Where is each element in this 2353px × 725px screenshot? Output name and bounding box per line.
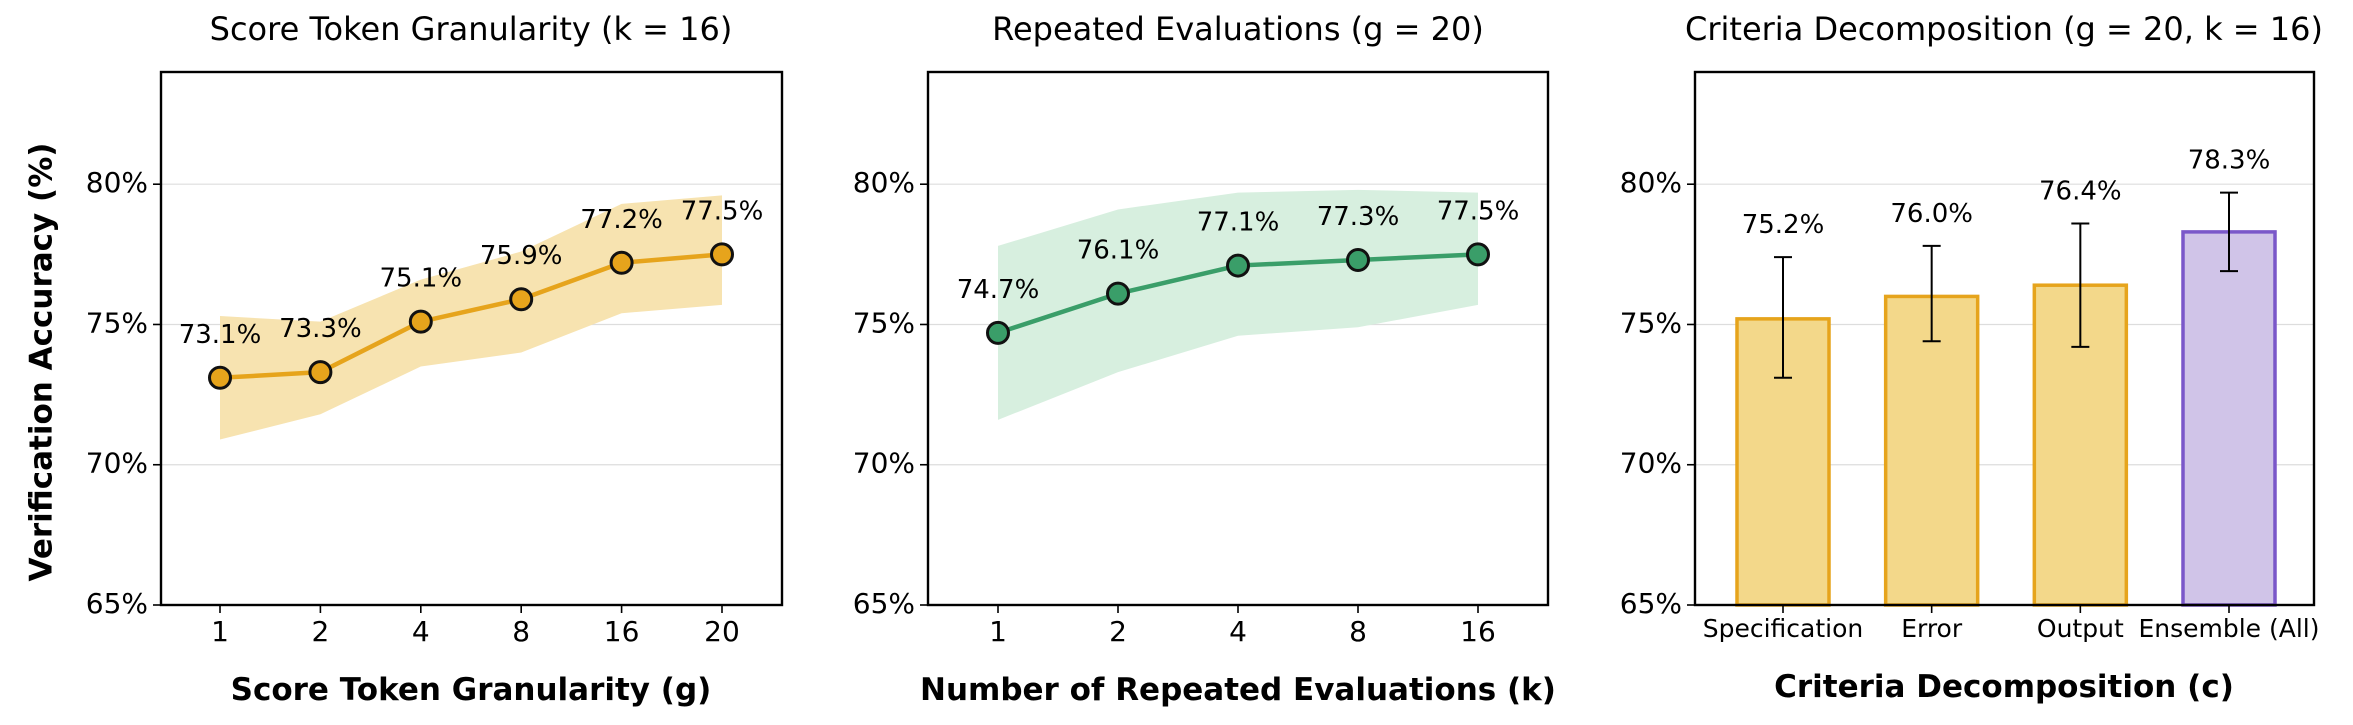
y-tick-label: 65%	[853, 587, 915, 620]
panel-granularity: Score Token Granularity (k = 16) Score T…	[86, 10, 784, 708]
y-tick-label: 65%	[86, 587, 148, 620]
axes-frame	[1693, 70, 2316, 607]
data-point	[1346, 247, 1370, 272]
panel-title: Repeated Evaluations (g = 20)	[992, 10, 1484, 48]
bar	[1883, 294, 1980, 607]
y-tick-label: 75%	[86, 306, 148, 339]
x-tick-label: Error	[1901, 614, 1963, 643]
data-point	[710, 242, 734, 267]
data-point	[1106, 281, 1130, 306]
axes-frame	[926, 70, 1550, 607]
panel-criteria-decomposition: Criteria Decomposition (g = 20, k = 16) …	[1620, 10, 2323, 705]
data-label: 77.2%	[580, 205, 663, 235]
x-tick-label: 2	[311, 615, 329, 648]
y-tick-label: 70%	[1620, 447, 1682, 480]
data-label: 76.0%	[1890, 199, 1973, 229]
series-line	[219, 252, 723, 381]
x-axis-label: Criteria Decomposition (c)	[1774, 669, 2234, 705]
data-label: 77.5%	[681, 196, 764, 226]
panel-title: Criteria Decomposition (g = 20, k = 16)	[1685, 10, 2323, 48]
y-tick-label: 65%	[1620, 587, 1682, 620]
y-tick-label: 75%	[1620, 306, 1682, 339]
y-tick-label: 70%	[853, 447, 915, 480]
x-tick-label: 20	[704, 615, 740, 648]
bar	[2181, 230, 2277, 607]
data-label: 77.5%	[1437, 196, 1520, 226]
data-label: 77.3%	[1317, 202, 1400, 232]
y-tick-label: 80%	[86, 166, 148, 199]
panel-title: Score Token Granularity (k = 16)	[210, 10, 733, 48]
data-point	[1466, 242, 1490, 267]
data-label: 73.1%	[179, 320, 262, 350]
x-tick-label: 1	[989, 615, 1007, 648]
data-point	[308, 360, 333, 385]
y-axis-label: Verification Accuracy (%)	[24, 143, 60, 582]
x-tick-label: 4	[1229, 615, 1247, 648]
x-tick-label: 8	[1349, 615, 1367, 648]
confidence-band	[998, 189, 1478, 420]
y-tick-label: 75%	[853, 306, 915, 339]
x-tick-label: 1	[211, 615, 229, 648]
axes-frame	[159, 70, 784, 607]
confidence-band	[220, 195, 722, 440]
data-label: 76.4%	[2039, 176, 2122, 206]
y-tick-label: 70%	[86, 447, 148, 480]
data-label: 77.1%	[1197, 208, 1280, 238]
data-label: 73.3%	[279, 314, 362, 344]
x-axis-label: Number of Repeated Evaluations (k)	[920, 672, 1556, 708]
y-tick-label: 80%	[1620, 166, 1682, 199]
x-tick-label: 2	[1109, 615, 1127, 648]
x-tick-label: 4	[412, 615, 430, 648]
panel-repeated-evaluations: Repeated Evaluations (g = 20) Number of …	[853, 10, 1556, 708]
data-label: 75.2%	[1742, 210, 1825, 240]
data-point	[208, 365, 232, 390]
data-label: 74.7%	[957, 275, 1040, 305]
data-label: 75.1%	[379, 264, 462, 294]
data-point	[986, 320, 1010, 345]
y-tick-label: 80%	[853, 166, 915, 199]
data-point	[609, 250, 634, 275]
x-tick-label: Output	[2037, 614, 2124, 643]
x-tick-label: 8	[512, 615, 530, 648]
data-label: 78.3%	[2188, 146, 2271, 176]
x-tick-label: 16	[1460, 615, 1496, 648]
x-tick-label: 16	[604, 615, 640, 648]
data-point	[1226, 253, 1250, 278]
data-point	[408, 309, 433, 334]
data-point	[509, 287, 534, 312]
x-axis-label: Score Token Granularity (g)	[231, 672, 712, 708]
x-tick-label: Specification	[1703, 614, 1864, 643]
data-label: 76.1%	[1077, 236, 1160, 266]
data-label: 75.9%	[480, 241, 563, 271]
x-tick-label: Ensemble (All)	[2138, 614, 2319, 643]
